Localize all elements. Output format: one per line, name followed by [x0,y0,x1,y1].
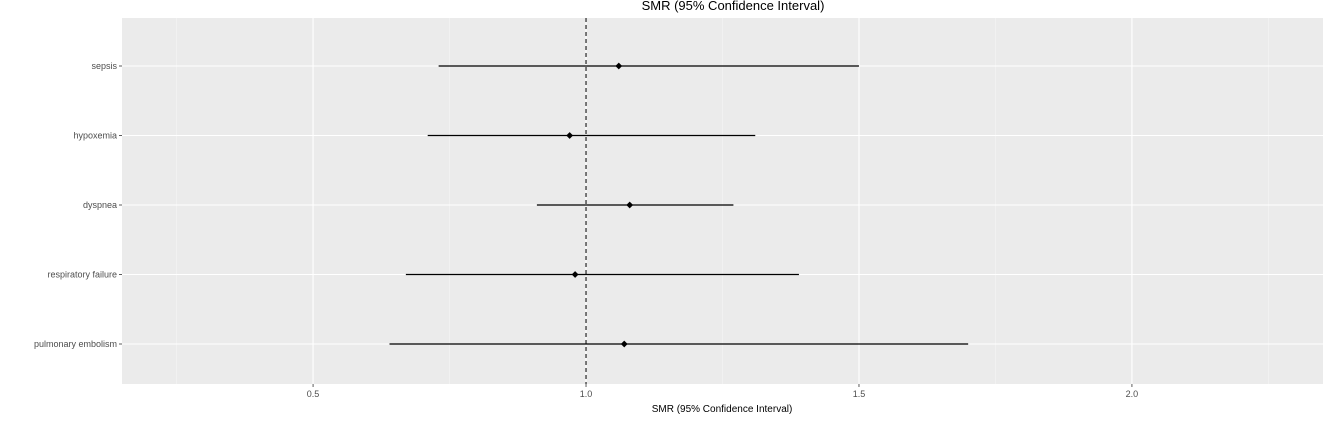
y-tick-label: respiratory failure [47,270,117,280]
y-tick-label: pulmonary embolism [34,339,117,349]
x-axis-ticks: 0.5 1.0 1.5 2.0 [307,384,1138,399]
point-estimate-marker [626,201,634,209]
x-tick-label: 1.0 [580,389,593,399]
minor-gridlines [176,18,1269,384]
confidence-intervals [389,65,969,345]
y-tick-label: dyspnea [83,200,117,210]
y-axis-ticks: sepsis hypoxemia dyspnea respiratory failur… [34,61,122,349]
point-estimate-marker [566,132,574,139]
y-tick-label: hypoxemia [73,131,117,141]
x-tick-label: 2.0 [1126,389,1139,399]
x-tick-label: 1.5 [853,389,866,399]
point-estimate-marker [620,340,628,348]
x-tick-label: 0.5 [307,389,320,399]
point-estimate-marker [571,271,579,278]
point-estimates [566,62,634,348]
chart-title: SMR (95% Confidence Interval) [642,0,825,13]
y-tick-label: sepsis [91,61,117,71]
point-estimate-marker [615,62,623,70]
x-axis-title: SMR (95% Confidence Interval) [652,404,793,415]
